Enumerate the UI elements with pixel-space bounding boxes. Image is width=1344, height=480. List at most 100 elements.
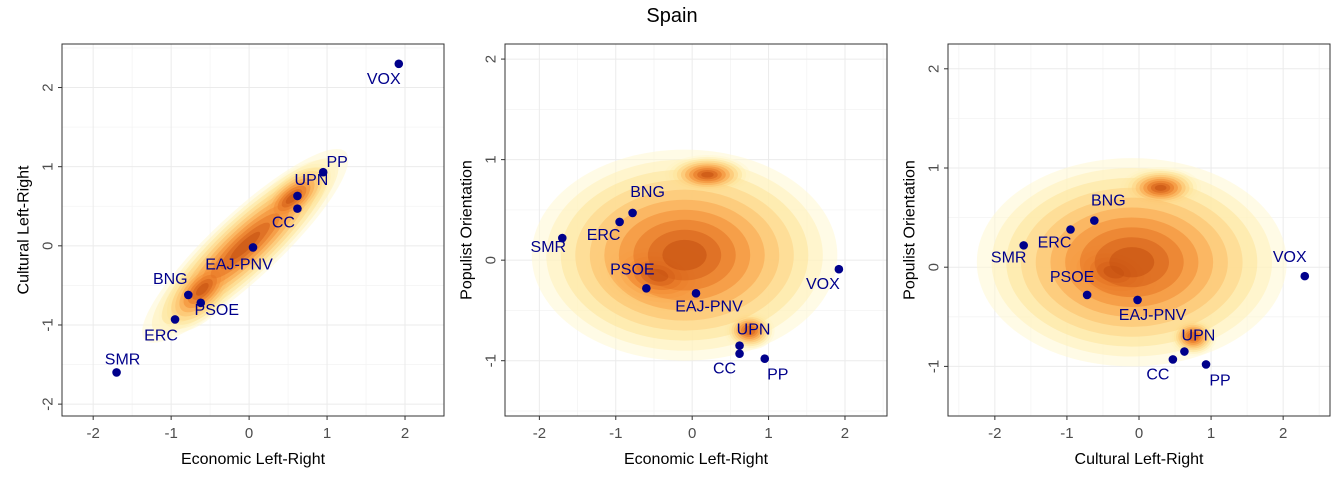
x-tick-label: 2 [1279,425,1287,442]
x-tick-label: 1 [323,425,331,442]
x-axis-title: Economic Left-Right [624,451,769,468]
label-erc: ERC [587,227,621,244]
x-tick-label: -2 [533,425,546,442]
y-axis-title: Populist Orientation [902,160,919,300]
x-tick-label: 0 [1135,425,1143,442]
label-pp: PP [1209,372,1230,389]
density-level-10 [647,268,669,282]
label-erc: ERC [144,327,178,344]
y-axis-title: Cultural Left-Right [16,165,33,295]
density-level-10 [230,231,261,260]
y-tick-label: -2 [40,397,57,410]
density-level-10 [701,171,714,178]
point-psoe [196,298,206,308]
axes: -2 -1 0 1 2 -2 -1 0 1 2 [40,83,410,442]
y-tick-label: 1 [483,155,500,163]
point-upn [293,191,302,201]
label-smr: SMR [531,239,567,256]
figure-title: Spain [646,5,698,27]
y-tick-label: 1 [926,164,943,172]
axes: -2 -1 0 1 2 -1 0 1 2 [483,55,850,442]
x-tick-label: -1 [164,425,177,442]
point-cc [735,349,744,358]
y-tick-label: 2 [40,83,57,91]
density-level-10 [195,283,209,296]
y-tick-label: 0 [926,263,943,271]
point-cc [293,204,302,213]
y-tick-label: 0 [40,242,57,250]
label-bng: BNG [630,184,665,201]
label-bng: BNG [153,271,188,288]
point-pp [760,354,770,363]
point-erc [1066,225,1075,234]
label-eaj-pnv: EAJ-PNV [205,256,273,273]
label-cc: CC [1146,366,1169,383]
y-tick-label: -1 [926,360,943,373]
axes: -2 -1 0 1 2 -1 0 1 2 [926,65,1288,442]
label-erc: ERC [1038,235,1072,252]
y-tick-label: -1 [483,354,500,367]
x-tick-label: 2 [401,425,409,442]
label-upn: UPN [295,172,329,189]
panel-cultural-vs-populist: SMR ERC BNG PSOE EAJ-PNV VOX UPN CC PP -2 -1 0 1 2 -1 0… [902,43,1331,468]
label-bng: BNG [1091,193,1126,210]
label-upn: UPN [737,322,771,339]
density-level-9 [1187,332,1199,342]
label-eaj-pnv: EAJ-PNV [1119,307,1187,324]
point-pp [318,167,328,177]
point-pp [1201,360,1211,369]
x-tick-label: -2 [988,425,1001,442]
label-cc: CC [272,215,295,232]
label-vox: VOX [1273,249,1307,266]
label-eaj-pnv: EAJ-PNV [675,298,743,315]
point-smr [1019,241,1028,250]
point-erc [170,315,180,324]
x-axis-title: Economic Left-Right [181,451,326,468]
label-smr: SMR [991,249,1027,266]
y-tick-label: -1 [40,318,57,331]
x-tick-label: -2 [87,425,100,442]
label-pp: PP [767,367,788,384]
point-vox [834,264,844,274]
x-tick-label: 1 [1207,425,1215,442]
label-upn: UPN [1182,328,1216,345]
point-psoe [1082,290,1092,300]
panel-economic-vs-populist: SMR ERC BNG PSOE EAJ-PNV VOX UPN CC PP -2 -1 0 1 2 -1 0… [459,43,888,468]
x-tick-label: -1 [1060,425,1073,442]
panel-border [504,43,888,417]
label-vox: VOX [806,276,840,293]
label-psoe: PSOE [610,261,654,278]
point-erc [615,217,624,227]
point-eaj-pnv [691,289,701,298]
density-level-10 [662,239,707,271]
party-points: SMR ERC BNG PSOE EAJ-PNV VOX UPN CC PP [991,193,1310,389]
x-tick-label: -1 [609,425,622,442]
x-axis-title: Cultural Left-Right [1075,451,1205,468]
y-tick-label: 2 [926,65,943,73]
label-psoe: PSOE [1050,269,1094,286]
point-bng [183,290,193,300]
y-tick-label: 0 [483,256,500,264]
point-bng [628,208,637,218]
density-level-10 [1154,184,1167,191]
point-psoe [642,284,651,293]
y-axis-title: Populist Orientation [459,160,476,300]
point-bng [1090,216,1099,225]
y-tick-label: 2 [483,55,500,63]
y-tick-label: 1 [40,163,57,171]
density-level-10 [1103,265,1125,279]
density-level-9 [743,325,756,336]
label-psoe: PSOE [195,302,239,319]
label-pp: PP [326,154,347,171]
x-tick-label: 0 [245,425,253,442]
point-smr [558,233,567,243]
point-cc [1168,355,1178,364]
point-smr [112,368,121,377]
x-tick-label: 1 [764,425,772,442]
density-contours [976,158,1287,367]
point-upn [1180,347,1189,356]
label-smr: SMR [105,351,141,368]
